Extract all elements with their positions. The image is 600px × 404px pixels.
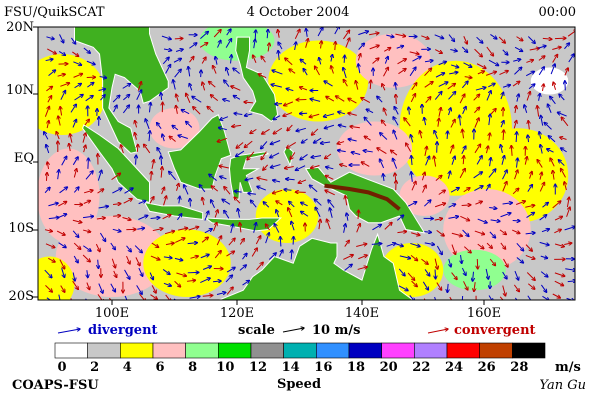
wind-speed-patch [143, 230, 231, 298]
wind-vector [255, 30, 256, 39]
wind-vector [344, 55, 345, 62]
wind-vector [46, 173, 47, 181]
colorbar-box [512, 343, 545, 358]
colorbar-box [218, 343, 251, 358]
colorbar-label: 2 [90, 360, 99, 375]
lat-label: 20S [9, 289, 34, 304]
header-center: 4 October 2004 [247, 5, 350, 20]
lon-label: 160E [467, 306, 501, 321]
colorbar-label: 14 [282, 360, 300, 375]
footer-right: Yan Gu [539, 378, 586, 393]
wind-speed-patch [531, 68, 569, 95]
colorbar-label: 28 [510, 360, 528, 375]
scale-value: 10 m/s [312, 323, 360, 338]
lat-label: EQ [14, 151, 34, 166]
header-left: FSU/QuikSCAT [4, 5, 105, 20]
colorbar-label: 22 [412, 360, 430, 375]
lon-label: 100E [95, 306, 129, 321]
colorbar-label: 8 [188, 360, 197, 375]
colorbar-label: 0 [57, 360, 66, 375]
scale-label: scale [238, 323, 275, 338]
wind-vector [88, 158, 89, 169]
wind-vector [280, 237, 281, 247]
wind-vector [190, 198, 191, 206]
lat-label: 10S [9, 221, 34, 236]
wind-vector [358, 210, 359, 219]
lat-label: 10N [6, 83, 34, 98]
colorbar-box [120, 343, 153, 358]
colorbar-label: 12 [249, 360, 267, 375]
colorbar-box [88, 343, 121, 358]
map [18, 14, 577, 331]
colorbar-label: 20 [380, 360, 398, 375]
wind-vector [136, 155, 137, 164]
colorbar-title: Speed [277, 377, 321, 392]
colorbar-box [382, 343, 415, 358]
wind-vector [370, 80, 371, 89]
wind-vector [463, 156, 464, 164]
lon-label: 120E [220, 306, 254, 321]
colorbar-box [251, 343, 284, 358]
colorbar-box [447, 343, 480, 358]
colorbar-unit: m/s [555, 360, 581, 375]
wind-speed-patch [37, 149, 100, 244]
divergent-arrow [58, 329, 80, 333]
wind-vector [335, 42, 336, 50]
colorbar-box [414, 343, 447, 358]
wind-vector [503, 130, 504, 140]
colorbar-box [186, 343, 219, 358]
colorbar-box [55, 343, 88, 358]
colorbar-label: 26 [478, 360, 496, 375]
wind-vector [447, 131, 448, 139]
lat-label: 20N [6, 20, 34, 35]
colorbar-label: 24 [445, 360, 463, 375]
colorbar-box [284, 343, 317, 358]
wind-vector [137, 144, 138, 151]
convergent-arrow [428, 329, 448, 333]
colorbar-label: 18 [347, 360, 365, 375]
wind-vector [435, 270, 436, 279]
wind-speed-patch [268, 41, 368, 122]
colorbar-box [349, 343, 382, 358]
colorbar-label: 10 [216, 360, 234, 375]
wind-vector [113, 216, 120, 217]
header-right: 00:00 [539, 5, 576, 20]
colorbar-label: 6 [155, 360, 164, 375]
scale-arrow [283, 328, 304, 332]
divergent-label: divergent [88, 323, 158, 338]
footer-left: COAPS-FSU [12, 378, 99, 393]
colorbar-box [316, 343, 349, 358]
wind-vector [175, 38, 183, 39]
colorbar-label: 16 [314, 360, 332, 375]
colorbar-label: 4 [123, 360, 132, 375]
wind-vector [396, 94, 397, 103]
wind-vector [516, 132, 517, 142]
wind-vector [462, 205, 471, 206]
colorbar-box [153, 343, 186, 358]
colorbar-box [480, 343, 513, 358]
wind-speed-patch [337, 122, 412, 176]
convergent-label: convergent [454, 323, 536, 338]
wind-speed-patch [256, 189, 319, 243]
lon-label: 140E [345, 306, 379, 321]
